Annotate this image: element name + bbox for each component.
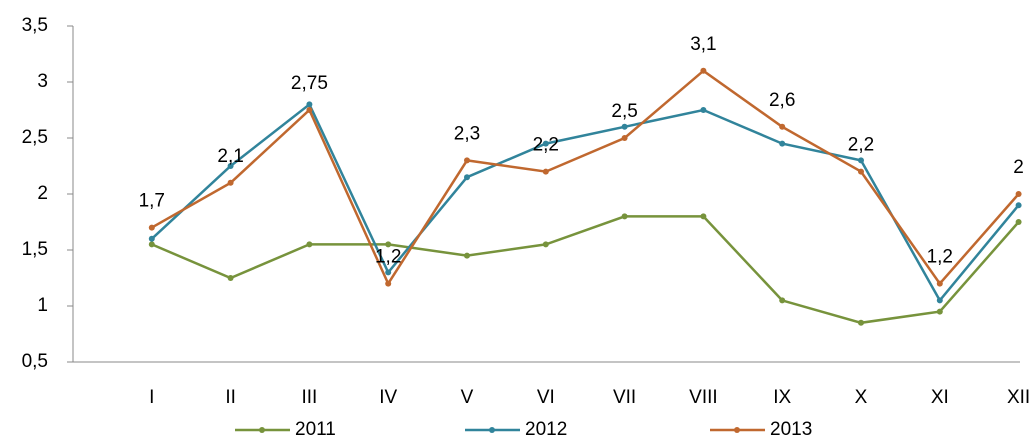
data-point	[936, 308, 943, 315]
data-point	[700, 213, 707, 220]
data-point	[936, 280, 943, 287]
x-tick-label: IV	[379, 387, 397, 408]
data-label: 3,1	[690, 34, 716, 55]
data-point	[542, 140, 549, 147]
data-point	[858, 157, 864, 164]
x-tick-label: II	[225, 387, 236, 408]
x-tick-label: VII	[613, 387, 636, 408]
series-line	[151, 215, 1020, 325]
data-label: 2,3	[454, 123, 480, 144]
data-point	[779, 297, 786, 304]
data-point	[227, 179, 234, 186]
data-label: 2,5	[611, 101, 637, 122]
data-point	[464, 252, 470, 259]
y-tick-label: 1,5	[22, 239, 48, 260]
data-point	[779, 140, 786, 147]
x-tick-label: V	[461, 387, 474, 408]
data-point	[542, 168, 549, 175]
data-label: 1,2	[927, 247, 953, 268]
y-tick-label: 3,5	[22, 15, 48, 36]
y-tick-label: 2,5	[22, 127, 48, 148]
data-label: 2,1	[217, 146, 243, 167]
data-point	[385, 269, 392, 276]
x-tick-label: VIII	[689, 387, 718, 408]
data-label: 2	[1013, 157, 1024, 178]
data-label: 1,2	[375, 247, 401, 268]
data-label: 2,2	[533, 135, 559, 156]
data-point	[148, 235, 155, 242]
x-tick-label: VI	[537, 387, 555, 408]
y-tick-label: 3	[37, 71, 48, 92]
data-point	[621, 123, 628, 130]
data-point	[385, 280, 392, 287]
legend-label: 2013	[770, 419, 812, 440]
data-point	[385, 241, 392, 248]
data-label: 1,7	[139, 191, 165, 212]
data-point	[227, 275, 234, 281]
legend-marker	[259, 427, 265, 433]
x-tick-label: I	[149, 387, 154, 408]
data-point	[464, 174, 470, 181]
x-tick-label: III	[301, 387, 317, 408]
legend-marker	[489, 427, 495, 433]
data-label: 2,75	[291, 73, 328, 94]
data-point	[1015, 219, 1022, 225]
x-tick-label: X	[855, 387, 868, 408]
data-point	[1015, 191, 1022, 197]
data-point	[464, 157, 470, 164]
legend-label: 2012	[525, 419, 567, 440]
data-point	[542, 241, 549, 248]
data-point	[148, 241, 155, 248]
data-point	[621, 135, 628, 141]
x-tick-label: XII	[1007, 387, 1030, 408]
x-tick-label: XI	[931, 387, 949, 408]
data-point	[306, 101, 313, 108]
data-label: 2,6	[769, 90, 795, 111]
data-point	[227, 163, 234, 169]
data-point	[306, 241, 313, 248]
series-line	[151, 69, 1020, 287]
data-label: 2,2	[848, 135, 874, 156]
data-point	[306, 107, 313, 113]
data-point	[779, 123, 786, 130]
data-point	[858, 168, 864, 175]
data-point	[858, 319, 864, 326]
y-tick-label: 1	[37, 295, 48, 316]
legend-label: 2011	[295, 419, 336, 440]
data-point	[936, 297, 943, 304]
y-tick-label: 0,5	[22, 351, 48, 372]
legend-marker	[734, 427, 740, 433]
data-point	[700, 107, 707, 113]
x-tick-label: IX	[773, 387, 791, 408]
data-point	[621, 213, 628, 220]
series-line	[150, 102, 1020, 303]
data-point	[700, 67, 707, 74]
data-point	[1015, 202, 1022, 209]
data-point	[148, 224, 155, 231]
y-tick-label: 2	[37, 183, 48, 204]
